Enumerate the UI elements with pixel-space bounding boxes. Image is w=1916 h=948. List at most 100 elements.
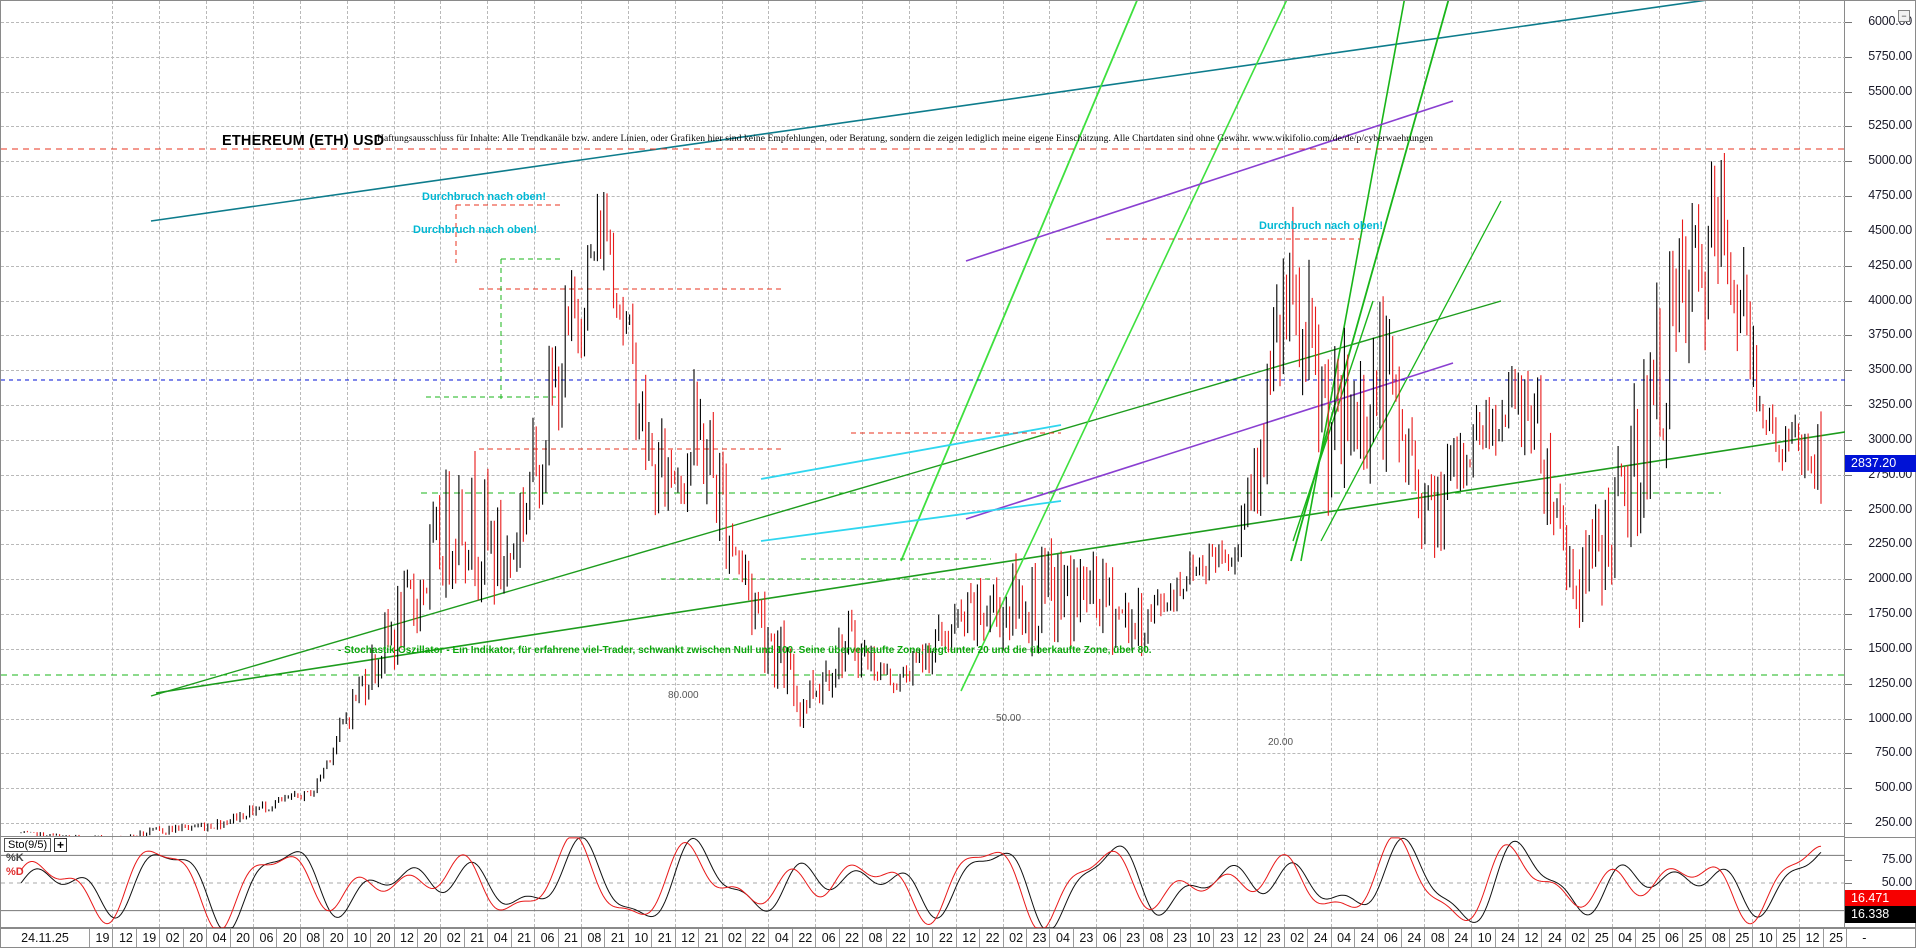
price-axis-tick bbox=[1845, 474, 1852, 476]
date-axis-label: 12 bbox=[1518, 929, 1541, 947]
level-label-20: 20.00 bbox=[1268, 737, 1294, 748]
date-axis-label: 20 bbox=[276, 929, 299, 947]
price-axis-tick bbox=[1845, 196, 1852, 198]
green-steep-1 bbox=[900, 1, 1138, 562]
price-axis-label: 2500.00 bbox=[1868, 501, 1912, 516]
price-axis-tick bbox=[1845, 614, 1852, 616]
price-axis-label: 750.00 bbox=[1874, 745, 1912, 760]
level-label-80: 80.000 bbox=[668, 690, 699, 701]
date-axis-label: 21 bbox=[463, 929, 487, 947]
date-axis-label: 20 bbox=[182, 929, 206, 947]
date-axis[interactable]: 24.11.25 19 12 19 02 20 04 20 06 20 08 20 10 20 12 20 02… bbox=[0, 928, 1916, 948]
annotation-breakout-1: Durchbruch nach oben! bbox=[422, 191, 547, 203]
price-axis-tick bbox=[1845, 753, 1852, 755]
green-support-line bbox=[155, 430, 1846, 694]
date-axis-label: 10 bbox=[1752, 929, 1775, 947]
date-axis-label: 23 bbox=[1072, 929, 1096, 947]
price-axis-tick bbox=[1845, 126, 1852, 128]
price-axis-tick bbox=[1845, 21, 1852, 23]
price-axis-label: 2250.00 bbox=[1868, 536, 1912, 551]
date-axis-label: 21 bbox=[698, 929, 721, 947]
collapse-icon[interactable]: − bbox=[1898, 10, 1910, 22]
indicator-axis-tick bbox=[1845, 883, 1852, 884]
price-chart-panel[interactable]: ETHEREUM (ETH) USD Haftungsausschluss fü… bbox=[0, 0, 1847, 837]
green-mid-trend bbox=[150, 300, 1502, 697]
price-axis-tick bbox=[1845, 335, 1852, 337]
indicator-series-k-label: %K bbox=[6, 852, 24, 864]
date-axis-label: 12 bbox=[1236, 929, 1260, 947]
date-axis-label: 04 bbox=[1611, 929, 1635, 947]
stochastic-explainer-note: - Stochastik-Oszillator - Ein Indikator,… bbox=[338, 645, 1152, 656]
price-axis-tick bbox=[1845, 718, 1852, 720]
date-axis-label: 06 bbox=[1096, 929, 1119, 947]
date-axis-label: 25 bbox=[1728, 929, 1752, 947]
date-axis-label: 04 bbox=[1330, 929, 1354, 947]
date-axis-label: 25 bbox=[1682, 929, 1705, 947]
date-axis-label: 10 bbox=[1471, 929, 1494, 947]
date-axis-label: 20 bbox=[416, 929, 440, 947]
date-axis-label: 23 bbox=[1119, 929, 1143, 947]
green-steep-5 bbox=[1292, 300, 1374, 542]
level-label-50: 50.00 bbox=[996, 713, 1022, 724]
date-axis-label: 04 bbox=[206, 929, 229, 947]
price-axis-label: 2000.00 bbox=[1868, 571, 1912, 586]
price-axis-tick bbox=[1845, 648, 1852, 650]
date-axis-label: 12 bbox=[955, 929, 979, 947]
date-axis-label: 22 bbox=[885, 929, 909, 947]
date-axis-label: 22 bbox=[838, 929, 862, 947]
date-axis-label: 08 bbox=[1705, 929, 1728, 947]
date-axis-label: 21 bbox=[557, 929, 581, 947]
price-axis-tick bbox=[1845, 579, 1852, 581]
date-axis-label: 10 bbox=[627, 929, 651, 947]
date-axis-label: 22 bbox=[979, 929, 1002, 947]
date-axis-label: 25 bbox=[1822, 929, 1846, 947]
price-axis-label: 4250.00 bbox=[1868, 257, 1912, 272]
date-axis-label: 23 bbox=[1166, 929, 1190, 947]
purple-lower bbox=[965, 362, 1454, 520]
date-axis-label: 20 bbox=[370, 929, 393, 947]
green-steep-4 bbox=[1300, 1, 1405, 562]
date-axis-label: 24 bbox=[1307, 929, 1330, 947]
date-axis-label: 02 bbox=[1283, 929, 1307, 947]
price-axis-label: 5250.00 bbox=[1868, 118, 1912, 133]
date-axis-label: 04 bbox=[487, 929, 510, 947]
indicator-axis-label: 75.00 bbox=[1881, 852, 1912, 866]
date-axis-label: 08 bbox=[1424, 929, 1447, 947]
date-axis-label: 19 bbox=[135, 929, 159, 947]
date-axis-label: 08 bbox=[1143, 929, 1166, 947]
date-axis-label: 06 bbox=[1658, 929, 1682, 947]
green-steep-2 bbox=[960, 1, 1288, 692]
price-axis-tick bbox=[1845, 56, 1852, 58]
indicator-series-overlay bbox=[1, 837, 1846, 929]
date-axis-label: 22 bbox=[932, 929, 955, 947]
price-axis-label: 4500.00 bbox=[1868, 222, 1912, 237]
price-axis-tick bbox=[1845, 265, 1852, 267]
date-axis-label: 02 bbox=[1564, 929, 1588, 947]
price-axis-tick bbox=[1845, 405, 1852, 407]
date-axis-label: 10 bbox=[1190, 929, 1213, 947]
date-axis-label: 08 bbox=[862, 929, 885, 947]
price-axis-label: 3500.00 bbox=[1868, 362, 1912, 377]
cyan-upper bbox=[760, 424, 1062, 480]
date-axis-label: 24 bbox=[1494, 929, 1518, 947]
price-axis-tick bbox=[1845, 823, 1852, 825]
indicator-expand-icon[interactable]: + bbox=[54, 838, 67, 852]
price-axis-label: 1750.00 bbox=[1868, 606, 1912, 621]
price-axis-tick bbox=[1845, 683, 1852, 685]
price-axis[interactable]: 6000.00 5750.00 5500.00 5250.00 5000.00 4750.… bbox=[1845, 0, 1916, 928]
date-axis-label: 02 bbox=[440, 929, 463, 947]
chart-disclaimer: Haftungsausschluss für Inhalte: Alle Tre… bbox=[377, 134, 1434, 144]
stochastic-indicator-panel[interactable] bbox=[0, 836, 1847, 929]
cyan-lower bbox=[760, 500, 1062, 542]
price-axis-label: 5750.00 bbox=[1868, 48, 1912, 63]
chart-title: ETHEREUM (ETH) USD bbox=[222, 133, 385, 149]
purple-upper bbox=[965, 100, 1454, 262]
date-axis-label: 22 bbox=[791, 929, 815, 947]
annotation-breakout-2: Durchbruch nach oben! bbox=[413, 224, 538, 236]
price-axis-label: 3250.00 bbox=[1868, 397, 1912, 412]
indicator-name-tag[interactable]: Sto(9/5) bbox=[4, 838, 52, 852]
price-axis-label: 1500.00 bbox=[1868, 640, 1912, 655]
date-axis-label: 21 bbox=[510, 929, 534, 947]
indicator-series-d-label: %D bbox=[6, 866, 24, 878]
